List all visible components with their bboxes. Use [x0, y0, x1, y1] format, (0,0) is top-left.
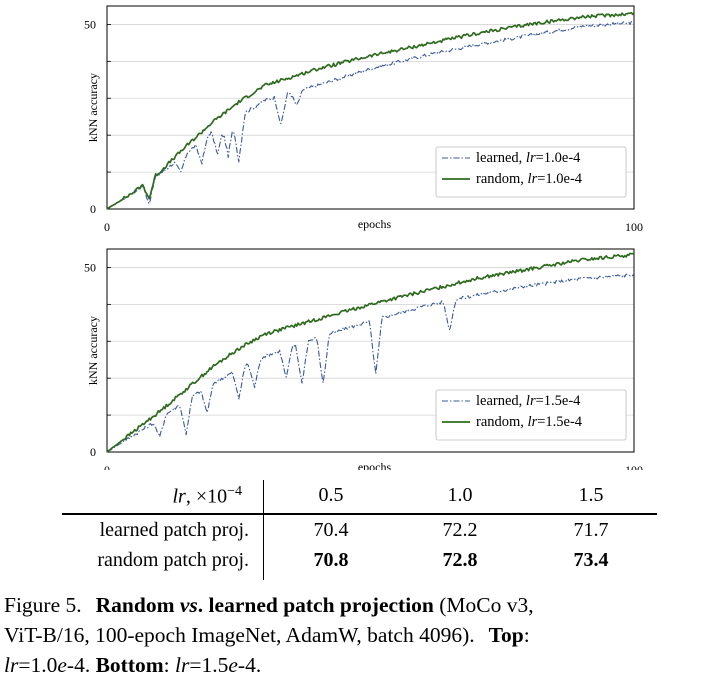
plot-frame [106, 248, 635, 453]
figure-caption: Figure 5. Random vs. learned patch projec… [4, 590, 710, 680]
caption-top-label: Top [488, 623, 524, 647]
x-axis-label: epochs [358, 460, 392, 470]
caption-colon: : [163, 653, 176, 677]
results-table: lr, ×10−4 0.5 1.0 1.5 learned patch proj… [0, 474, 714, 584]
chart-bottom-lr-1.5e-4: 0 50 0 100 epochs kNN accuracy learned, lr=1.5… [84, 248, 643, 470]
caption-colon: : [523, 623, 530, 647]
legend-box [435, 389, 627, 441]
cell-value: 71.7 [573, 519, 609, 541]
chart-top-lr-1e-4: 0 50 0 100 epochs kNN accuracy learned, lr=1.0… [84, 5, 643, 234]
caption-vs: vs [179, 593, 198, 617]
x-tick-label: 100 [625, 463, 643, 470]
cell-value: 70.8 [313, 549, 349, 571]
table-row-learned-label: learned patch proj. [99, 519, 249, 541]
caption-line-2-text: ViT-B/16, 100-epoch ImageNet, AdamW, bat… [4, 623, 475, 647]
cell-value: 73.4 [573, 549, 609, 571]
y-tick-label: 50 [84, 260, 96, 274]
series-random-line [106, 252, 635, 453]
caption-tail: -4. [66, 653, 96, 677]
series-learned-line [106, 273, 635, 453]
series-random-line [106, 11, 635, 210]
caption-line-3: lr=1.0e-4. Bottom: lr=1.5e-4. [4, 650, 710, 680]
x-axis-label: epochs [358, 217, 392, 231]
y-tick-label: 0 [90, 445, 96, 459]
legend-learned-label: learned, lr=1.0e-4 [476, 150, 581, 166]
y-tick-label: 50 [84, 17, 96, 31]
plot-frame [106, 5, 635, 210]
cell-value: 72.8 [442, 549, 478, 571]
caption-line-1: Figure 5. Random vs. learned patch projec… [4, 590, 710, 620]
x-tick-label: 0 [104, 220, 110, 234]
table-row-random-label: random patch proj. [97, 549, 249, 571]
series-learned-line [106, 20, 635, 210]
caption-line-2: ViT-B/16, 100-epoch ImageNet, AdamW, bat… [4, 620, 710, 650]
caption-bottom-label: Bottom [95, 653, 164, 677]
table-horizontal-rule [62, 513, 657, 515]
figure-charts: 0 50 0 100 epochs kNN accuracy learned, lr=1.0… [84, 5, 643, 470]
col-3-label: 1.5 [578, 484, 604, 506]
caption-rest-1: (MoCo v3, [433, 593, 534, 617]
y-axis-label: kNN accuracy [86, 73, 100, 142]
lr-scale: , ×10 [185, 485, 228, 508]
col-2-label: 1.0 [447, 484, 473, 506]
cell-value: 70.4 [313, 519, 349, 541]
lr-exponent: −4 [227, 484, 242, 499]
x-tick-label: 0 [104, 463, 110, 470]
legend-learned-label: learned, lr=1.5e-4 [476, 393, 581, 409]
caption-prefix: Figure 5. [4, 593, 82, 617]
x-tick-label: 100 [625, 220, 643, 234]
caption-lr: lr [175, 653, 190, 677]
caption-bold-1: Random [95, 593, 180, 617]
table-header-lr: lr, ×10−4 [172, 484, 242, 509]
table-vertical-rule [263, 480, 265, 580]
caption-val: =1.5 [189, 653, 229, 677]
cell-value: 72.2 [442, 519, 478, 541]
caption-lr: lr [4, 653, 19, 677]
col-1-label: 0.5 [318, 484, 344, 506]
legend-random-label: random, lr=1.0e-4 [476, 171, 583, 187]
y-axis-label: kNN accuracy [86, 316, 100, 385]
caption-e: e [228, 653, 238, 677]
lr-symbol: lr [172, 485, 186, 508]
caption-bold-2: . learned patch projection [197, 593, 434, 617]
caption-e: e [57, 653, 67, 677]
legend-box [435, 146, 627, 198]
caption-val: =1.0 [18, 653, 58, 677]
legend-random-label: random, lr=1.5e-4 [476, 414, 583, 430]
caption-tail: -4. [237, 653, 262, 677]
y-tick-label: 0 [90, 202, 96, 216]
